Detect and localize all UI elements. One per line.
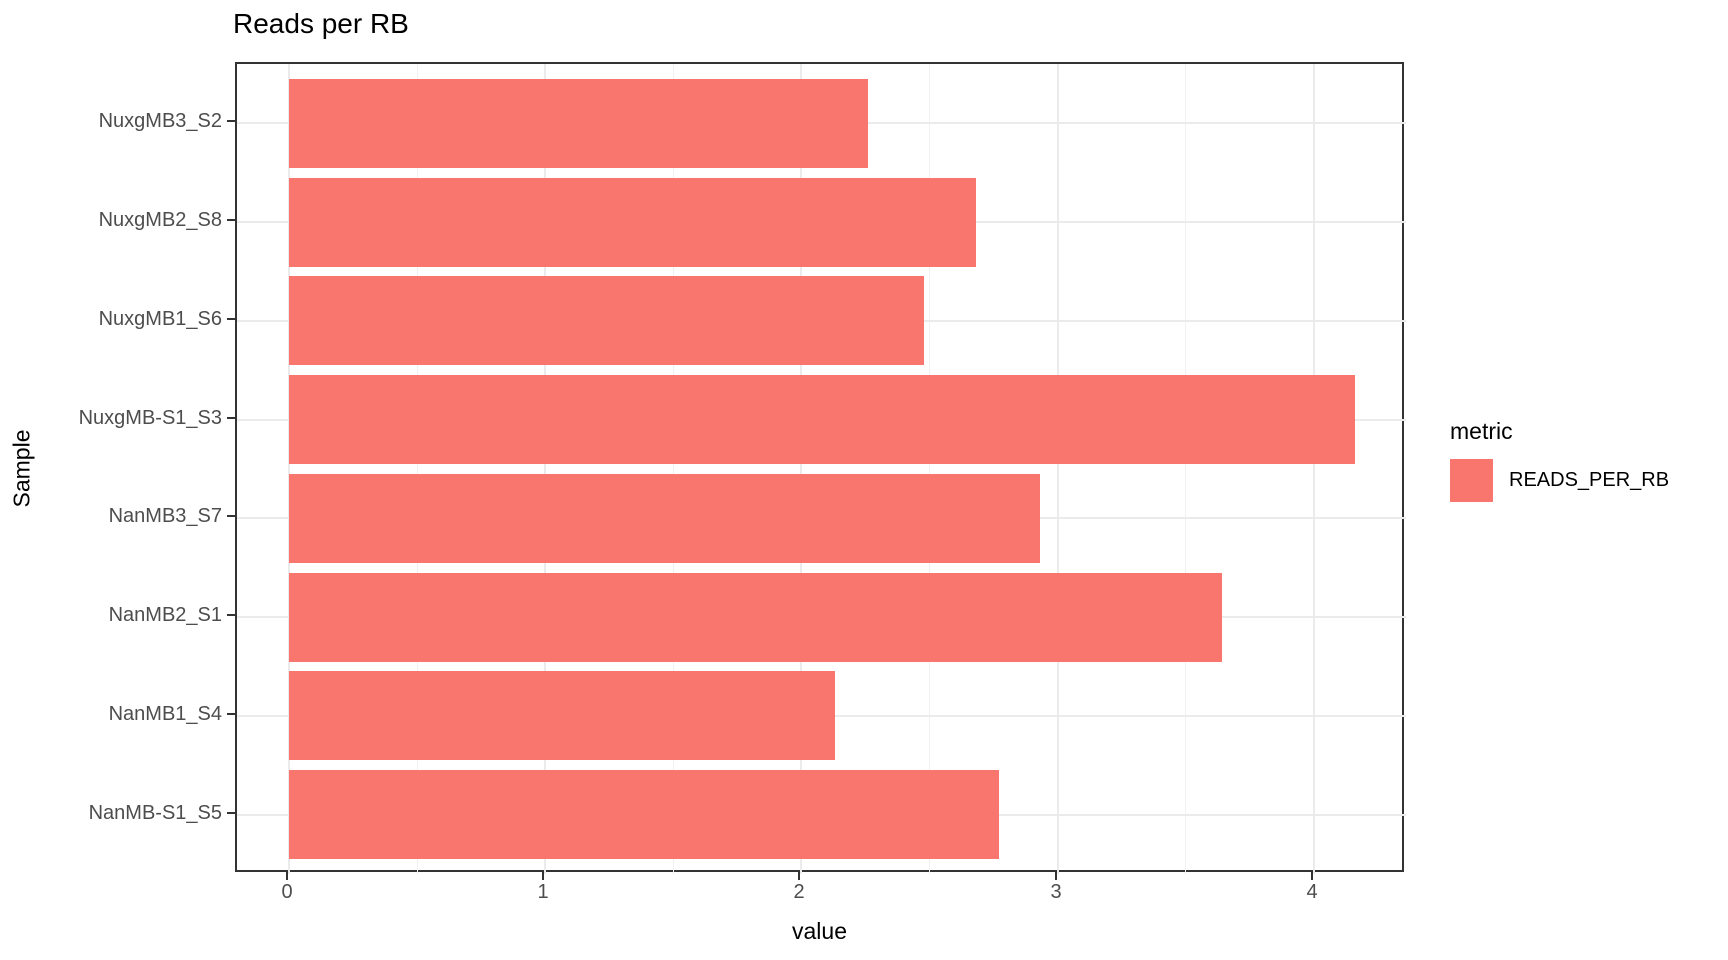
y-tick-mark (227, 812, 235, 814)
plot-title: Reads per RB (233, 8, 409, 39)
x-tick-label: 2 (793, 881, 805, 903)
bar (289, 375, 1355, 464)
plot-panel (235, 62, 1406, 874)
x-tick-mark (798, 872, 800, 880)
x-tick-mark (1055, 872, 1057, 880)
y-tick-label: NuxgMB1_S6 (98, 308, 222, 330)
bar (289, 671, 835, 760)
gridline-minor-x (416, 64, 418, 874)
gridline-minor-x (929, 64, 930, 874)
x-tick-mark (1311, 872, 1313, 880)
y-tick-mark (227, 515, 235, 517)
bar (289, 573, 1222, 662)
x-tick-mark (542, 872, 544, 880)
legend: metric READS_PER_RB (1450, 418, 1669, 502)
y-tick-mark (227, 219, 235, 221)
y-tick-mark (227, 713, 235, 715)
x-tick-mark (286, 872, 288, 880)
legend-entry: READS_PER_RB (1450, 459, 1669, 502)
gridline-major-x (1312, 64, 1315, 874)
y-tick-mark (227, 318, 235, 320)
gridline-major-x (800, 64, 803, 874)
bar (289, 276, 924, 365)
gridline-minor-x (1185, 64, 1187, 874)
y-tick-label: NuxgMB-S1_S3 (78, 407, 222, 429)
y-tick-mark (227, 614, 235, 616)
gridline-major-x (1056, 64, 1059, 874)
gridline-major-x (544, 64, 547, 874)
y-tick-label: NanMB1_S4 (108, 703, 222, 725)
bar (289, 178, 976, 267)
y-tick-mark (227, 120, 235, 122)
y-tick-label: NuxgMB2_S8 (98, 209, 222, 231)
y-tick-mark (227, 417, 235, 419)
x-tick-label: 0 (281, 881, 293, 903)
gridline-major-x (288, 64, 290, 874)
bar (289, 770, 999, 859)
x-tick-label: 1 (537, 881, 549, 903)
x-tick-label: 4 (1306, 881, 1318, 903)
y-tick-label: NuxgMB3_S2 (98, 110, 222, 132)
x-axis-title: value (792, 918, 847, 944)
y-tick-label: NanMB3_S7 (108, 505, 222, 527)
legend-title: metric (1450, 418, 1513, 444)
bar (289, 79, 868, 168)
y-tick-label: NanMB-S1_S5 (88, 802, 222, 824)
y-tick-label: NanMB2_S1 (108, 604, 222, 626)
legend-swatch (1450, 459, 1493, 502)
x-tick-label: 3 (1050, 881, 1062, 903)
bar (289, 474, 1040, 563)
legend-label: READS_PER_RB (1509, 469, 1670, 491)
gridline-minor-x (672, 64, 674, 874)
